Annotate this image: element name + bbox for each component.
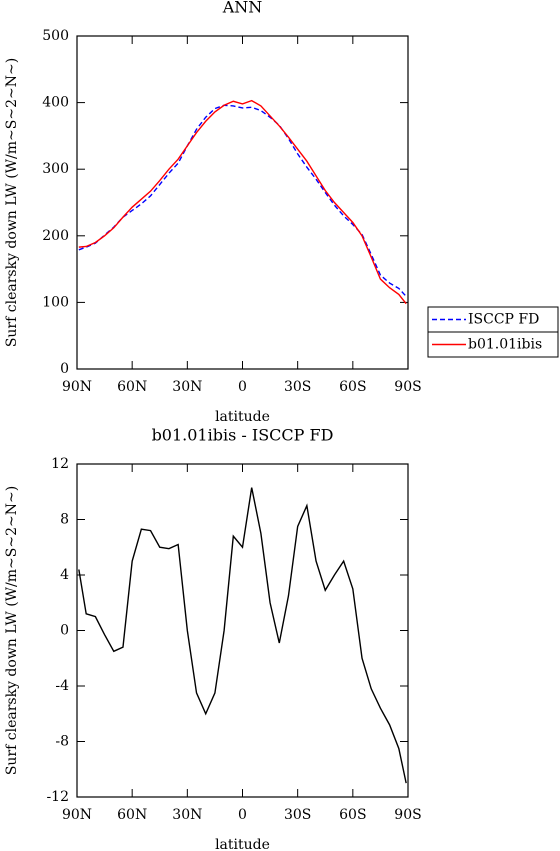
y-tick-label: 400 bbox=[42, 95, 69, 111]
y-tick-label: -8 bbox=[55, 734, 69, 750]
y-tick-label: 12 bbox=[51, 456, 69, 472]
x-tick-label: 30N bbox=[172, 807, 202, 823]
x-axis-label: latitude bbox=[215, 409, 270, 425]
x-tick-label: 90S bbox=[394, 379, 421, 395]
x-tick-label: 0 bbox=[238, 379, 247, 395]
y-tick-label: -4 bbox=[55, 678, 69, 694]
x-tick-label: 30S bbox=[284, 379, 311, 395]
x-tick-label: 90N bbox=[62, 807, 92, 823]
x-tick-label: 60N bbox=[117, 379, 147, 395]
data-line bbox=[78, 487, 407, 784]
chart-title: b01.01ibis - ISCCP FD bbox=[152, 426, 334, 445]
y-tick-label: 500 bbox=[42, 28, 69, 44]
y-tick-label: 0 bbox=[60, 623, 69, 639]
y-tick-label: 0 bbox=[60, 361, 69, 377]
x-axis-label: latitude bbox=[215, 837, 270, 851]
x-tick-label: 30S bbox=[284, 807, 311, 823]
x-tick-label: 0 bbox=[238, 807, 247, 823]
y-axis-label: Surf clearsky down LW (W/m~S~2~N~) bbox=[4, 58, 20, 347]
y-axis-label: Surf clearsky down LW (W/m~S~2~N~) bbox=[4, 486, 20, 775]
y-tick-label: 300 bbox=[42, 161, 69, 177]
x-tick-label: 90N bbox=[62, 379, 92, 395]
plot-frame bbox=[76, 35, 409, 370]
data-line bbox=[78, 99, 407, 305]
x-tick-label: 90S bbox=[394, 807, 421, 823]
legend-label: ISCCP FD bbox=[468, 312, 539, 328]
y-tick-label: 8 bbox=[60, 512, 69, 528]
data-line bbox=[78, 104, 407, 297]
legend-label: b01.01ibis bbox=[468, 337, 542, 353]
x-tick-label: 60S bbox=[339, 379, 366, 395]
x-tick-label: 60S bbox=[339, 807, 366, 823]
y-tick-label: 4 bbox=[60, 567, 69, 583]
y-tick-label: -12 bbox=[46, 789, 69, 805]
chart-title: ANN bbox=[222, 0, 263, 17]
x-tick-label: 30N bbox=[172, 379, 202, 395]
y-tick-label: 100 bbox=[42, 294, 69, 310]
y-tick-label: 200 bbox=[42, 228, 69, 244]
x-tick-label: 60N bbox=[117, 807, 147, 823]
